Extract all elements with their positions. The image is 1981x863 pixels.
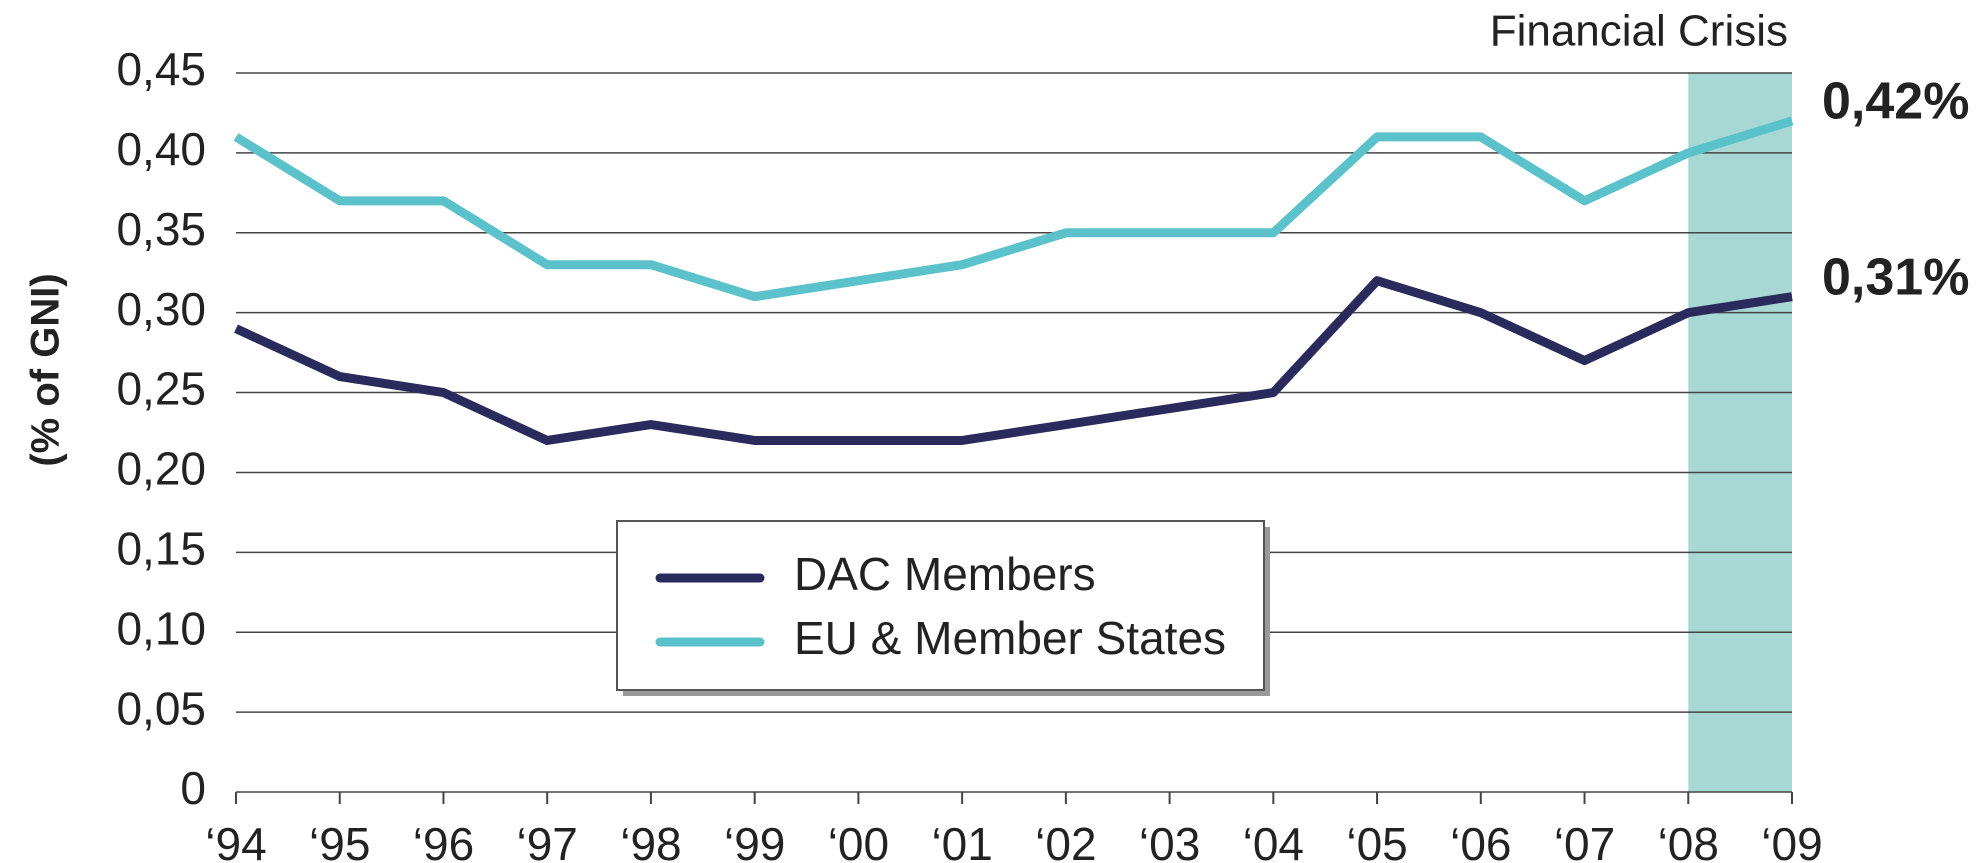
x-tick-label: ‘05 (1346, 818, 1407, 863)
y-tick-label: 0,15 (116, 522, 206, 574)
x-tick-label: ‘97 (517, 818, 578, 863)
x-tick-label: ‘04 (1243, 818, 1304, 863)
y-tick-label: 0,20 (116, 443, 206, 495)
y-axis-label: (% of GNI) (24, 273, 68, 466)
y-tick-label: 0,45 (116, 43, 206, 95)
x-tick-label: ‘99 (724, 818, 785, 863)
legend-label: EU & Member States (794, 612, 1226, 664)
y-tick-label: 0,30 (116, 283, 206, 335)
legend-label: DAC Members (794, 548, 1096, 600)
x-tick-label: ‘96 (413, 818, 474, 863)
x-tick-label: ‘01 (931, 818, 992, 863)
y-tick-label: 0 (180, 762, 206, 814)
value-label: 0,31% (1822, 248, 1969, 306)
crisis-band (1688, 73, 1792, 792)
series-line (234, 276, 1793, 445)
x-tick-label: ‘02 (1035, 818, 1096, 863)
x-tick-label: ‘94 (205, 818, 266, 863)
y-tick-label: 0,25 (116, 363, 206, 415)
x-tick-label: ‘06 (1450, 818, 1511, 863)
x-tick-label: ‘07 (1554, 818, 1615, 863)
value-label: 0,42% (1822, 73, 1969, 131)
y-tick-label: 0,40 (116, 123, 206, 175)
legend-box (616, 520, 1265, 691)
y-tick-label: 0,05 (116, 682, 206, 734)
x-tick-label: ‘00 (828, 818, 889, 863)
x-tick-label: ‘95 (309, 818, 370, 863)
x-tick-label: ‘08 (1658, 818, 1719, 863)
y-tick-label: 0,10 (116, 602, 206, 654)
x-tick-label: ‘98 (620, 818, 681, 863)
x-tick-label: ‘09 (1761, 818, 1822, 863)
annotation-label: Financial Crisis (1490, 7, 1788, 56)
series-line (233, 116, 1794, 302)
x-tick-label: ‘03 (1139, 818, 1200, 863)
y-tick-label: 0,35 (116, 203, 206, 255)
